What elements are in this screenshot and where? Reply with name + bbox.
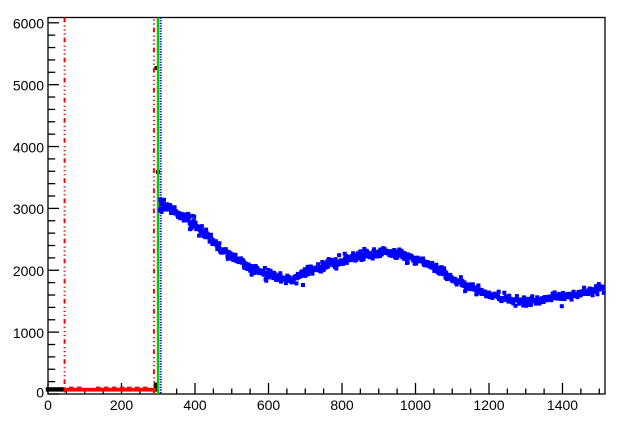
svg-text:6000: 6000	[13, 16, 44, 32]
svg-text:0: 0	[36, 384, 44, 400]
svg-text:400: 400	[183, 397, 207, 413]
svg-text:1000: 1000	[13, 325, 44, 341]
svg-text:4000: 4000	[13, 139, 44, 155]
svg-text:1400: 1400	[547, 397, 578, 413]
svg-text:200: 200	[110, 397, 134, 413]
svg-text:800: 800	[330, 397, 354, 413]
svg-text:3000: 3000	[13, 201, 44, 217]
svg-text:1000: 1000	[400, 397, 431, 413]
svg-text:1200: 1200	[473, 397, 504, 413]
svg-text:5000: 5000	[13, 77, 44, 93]
svg-text:0: 0	[44, 397, 52, 413]
svg-text:2000: 2000	[13, 263, 44, 279]
svg-text:600: 600	[257, 397, 281, 413]
